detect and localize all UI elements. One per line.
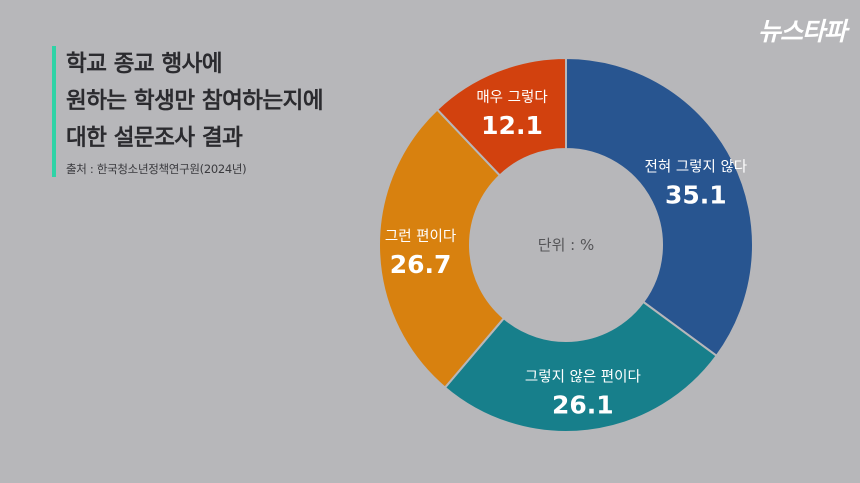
title-block: 학교 종교 행사에 원하는 학생만 참여하는지에 대한 설문조사 결과 출처 :… — [52, 46, 324, 177]
slice-value-1: 35.1 — [665, 180, 727, 209]
donut-labels: 전혀 그렇지 않다 35.1 그렇지 않은 편이다 26.1 그런 편이다 26.7 매우 … — [385, 89, 747, 420]
slice-label-2: 그렇지 않은 편이다 — [525, 369, 641, 386]
source-note: 출처 : 한국청소년정책연구원(2024년) — [66, 162, 247, 176]
slice-label-4: 매우 그렇다 — [476, 89, 547, 106]
slice-label-3: 그런 편이다 — [385, 228, 456, 245]
title-line-3: 대한 설문조사 결과 — [66, 125, 243, 151]
unit-label: 단위 : % — [538, 236, 594, 254]
slice-value-3: 26.7 — [390, 250, 452, 279]
title-line-1: 학교 종교 행사에 — [66, 51, 223, 77]
slice-label-1: 전혀 그렇지 않다 — [645, 158, 748, 175]
donut-slices — [378, 56, 754, 433]
slice-value-4: 12.1 — [481, 111, 543, 140]
slice-value-2: 26.1 — [552, 391, 614, 420]
slice-1 — [565, 56, 754, 358]
slice-4 — [435, 56, 567, 177]
slice-2 — [443, 300, 718, 433]
title-line-2: 원하는 학생만 참여하는지에 — [66, 88, 324, 114]
slice-3 — [378, 108, 506, 389]
newstapa-logo: 뉴스타파 — [757, 17, 847, 46]
